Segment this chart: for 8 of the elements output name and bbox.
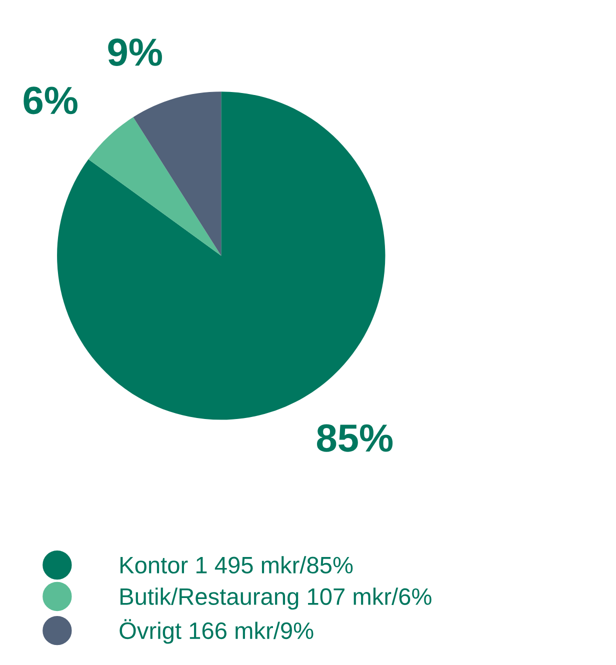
legend-label: Butik/Restaurang 107 mkr/6% [120,588,432,610]
legend-label: Kontor 1 495 mkr/85% [120,556,353,574]
data-label: 6% [24,86,78,114]
pie-slice [133,92,222,256]
data-label: 9% [108,38,162,66]
data-label: 85% [316,424,393,452]
legend-label: Övrigt 166 mkr/9% [120,619,314,644]
pie-slice [88,117,222,256]
